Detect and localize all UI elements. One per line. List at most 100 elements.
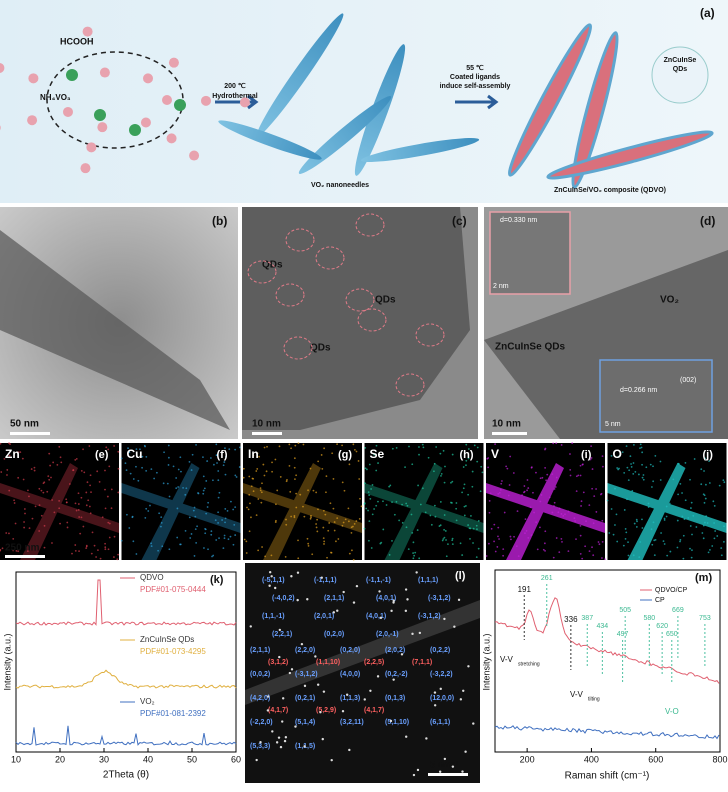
spot [332,611,336,614]
map-dot [43,546,46,549]
label: VO₂ [140,697,155,706]
map-dot [669,550,672,553]
molecule [99,67,110,78]
map-dot [259,487,262,490]
map-dot [224,521,226,524]
map-dot [405,502,408,505]
map-dot [135,553,138,555]
map-dot [455,502,458,504]
map-dot [3,458,6,460]
map-dot [234,534,237,536]
map-dot [352,443,355,446]
map-dot [302,443,305,446]
map-dot [259,489,262,492]
map-dot [252,454,255,457]
map-dot [421,487,424,490]
map-dot [193,555,196,557]
map-dot [552,442,555,445]
xrd-curve [15,579,237,626]
label: (0,2,0) [340,647,360,654]
map-dot [108,536,111,539]
spot [306,598,309,601]
spot [290,668,294,671]
map-dot [74,544,77,546]
map-dot [617,468,620,471]
map-dot [606,499,609,502]
label: (5,3,3) [250,743,270,750]
map-dot [700,483,703,486]
map-dot [328,522,331,524]
map-dot [488,511,491,514]
map-dot [216,462,218,464]
map-dot [375,504,378,507]
label: (4,2,0) [250,695,270,702]
map-dot [295,474,298,477]
label: (h) [460,449,474,461]
map-dot [630,463,632,465]
map-dot [88,505,91,508]
map-dot [293,466,296,469]
map-dot [322,526,325,529]
map-dot [243,538,246,541]
map-dot [487,466,490,469]
map-dot [176,536,179,539]
map-dot [207,501,210,504]
map-dot [332,478,335,480]
qd-circle [415,323,445,347]
map-dot [532,491,534,494]
map-dot [440,472,443,475]
map-dot [642,474,645,476]
map-dot [363,527,366,530]
map-dot [445,555,448,558]
map-dot [131,516,134,519]
label: (g) [338,449,352,461]
map-dot [612,533,615,536]
map-dot [90,552,93,555]
label: (-3,1,2) [295,671,318,678]
map-dot [709,549,711,551]
qd-circle [285,228,315,252]
map-dot [575,475,578,478]
map-dot [271,470,273,473]
map-dot [38,530,41,532]
map-dot [77,503,80,505]
map-dot [395,500,398,503]
map-dot [417,484,419,487]
map-dot [447,543,449,546]
map-dot [502,548,505,551]
map-dot [204,527,206,530]
map-dot [459,542,462,545]
map-dot [168,495,171,498]
map-dot [78,550,80,553]
map-dot [233,523,236,526]
map-dot [107,548,110,551]
map-dot [117,467,120,470]
map-needle [364,463,484,560]
map-dot [592,554,595,557]
map-dot [249,502,251,505]
map-dot [306,537,309,540]
label: ZnCuInSe/VO₂ composite (QDVO) [554,187,666,194]
map-dot [391,539,393,542]
map-dot [373,453,376,456]
spot [268,571,272,574]
spot [392,678,395,681]
spot [462,689,465,692]
map-dot [143,444,146,447]
map-dot [89,474,92,477]
map-dot [275,503,277,506]
label: 50 [187,754,197,764]
map-bg [364,443,484,560]
spot [425,737,428,740]
map-dot [248,530,251,533]
map-dot [445,539,447,541]
map-dot [172,465,175,468]
map-dot [467,524,470,526]
map-dot [71,552,73,555]
label: d=0.266 nm [620,387,657,394]
spot [288,671,292,675]
map-dot [652,480,655,483]
map-dot [684,499,687,502]
map-dot [180,470,182,473]
map-dot [471,485,474,488]
